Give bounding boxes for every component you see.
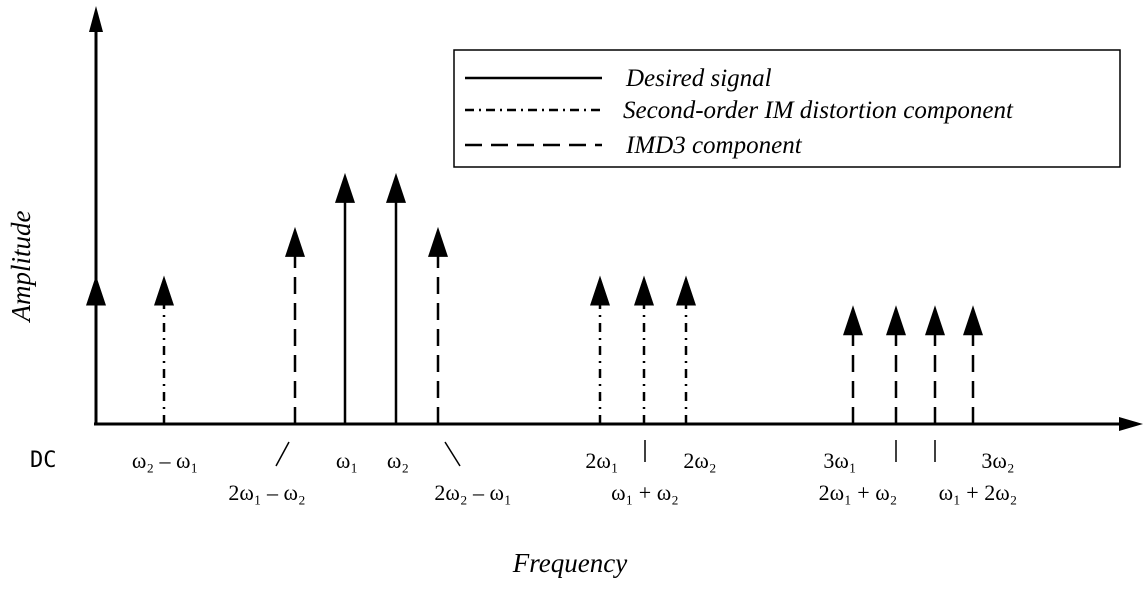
spectral-components (86, 172, 983, 424)
arrowhead-2w2 (676, 275, 696, 306)
arrowhead-w1 (335, 172, 355, 203)
arrowhead-3w1 (843, 305, 863, 336)
arrow-2w1-w2 (285, 226, 305, 424)
freq-label-3w1: 3ω₁ (823, 448, 856, 473)
dc-label: DC (30, 448, 57, 473)
arrow-w2 (386, 172, 406, 424)
arrow-2w1+w2 (886, 305, 906, 424)
arrowhead-dc (86, 275, 106, 306)
legend-box (453, 49, 1121, 168)
arrowhead-2w1 (590, 275, 610, 306)
arrow-dc (86, 275, 106, 424)
freq-label-2w2-w1: 2ω₂ – ω₁ (434, 480, 511, 505)
arrow-2w1 (590, 275, 610, 424)
arrow-3w2 (963, 305, 983, 424)
arrow-2w2-w1 (428, 226, 448, 424)
freq-label-w1+w2: ω₁ + ω₂ (611, 480, 679, 505)
arrow-2w2 (676, 275, 696, 424)
x-axis-arrowhead (1119, 417, 1143, 431)
freq-label-w2-w1: ω₂ – ω₁ (132, 448, 198, 473)
legend: Desired signal Second-order IM distortio… (453, 49, 1121, 168)
y-axis-label: Amplitude (6, 210, 36, 323)
arrowhead-2w1+w2 (886, 305, 906, 336)
freq-label-2w1+w2: 2ω₁ + ω₂ (819, 480, 898, 505)
legend-second-order-label: Second-order IM distortion component (623, 97, 1014, 124)
freq-label-2w1-w2: 2ω₁ – ω₂ (228, 480, 305, 505)
y-axis-arrowhead (89, 6, 103, 32)
legend-desired-label: Desired signal (625, 65, 772, 92)
arrowhead-2w2-w1 (428, 226, 448, 257)
arrow-w1+2w2 (925, 305, 945, 424)
freq-label-2w1: 2ω₁ (585, 448, 618, 473)
arrow-3w1 (843, 305, 863, 424)
freq-label-3w2: 3ω₂ (981, 448, 1014, 473)
frequency-labels: ω₂ – ω₁ 2ω₁ – ω₂ ω₁ ω₂ 2ω₂ – ω₁ 2ω₁ ω₁ + ω₂2ω₂… (132, 440, 1018, 505)
arrow-w2-w1 (154, 275, 174, 424)
arrowhead-2w1-w2 (285, 226, 305, 257)
arrowhead-w2 (386, 172, 406, 203)
arrowhead-w2-w1 (154, 275, 174, 306)
arrow-w1+w2 (634, 275, 654, 424)
freq-label-2w2: 2ω₂ (683, 448, 716, 473)
arrowhead-w1+w2 (634, 275, 654, 306)
freq-label-w1+2w2: ω₁ + 2ω₂ (939, 480, 1018, 505)
arrow-w1 (335, 172, 355, 424)
freq-label-w2: ω₂ (387, 448, 409, 473)
x-axis-label: Frequency (512, 548, 627, 578)
arrowhead-3w2 (963, 305, 983, 336)
freq-label-w1: ω₁ (336, 448, 358, 473)
label-pointer-1 (444, 441, 461, 467)
legend-imd3-label: IMD3 component (625, 132, 803, 159)
arrowhead-w1+2w2 (925, 305, 945, 336)
label-pointer-0 (275, 441, 290, 467)
